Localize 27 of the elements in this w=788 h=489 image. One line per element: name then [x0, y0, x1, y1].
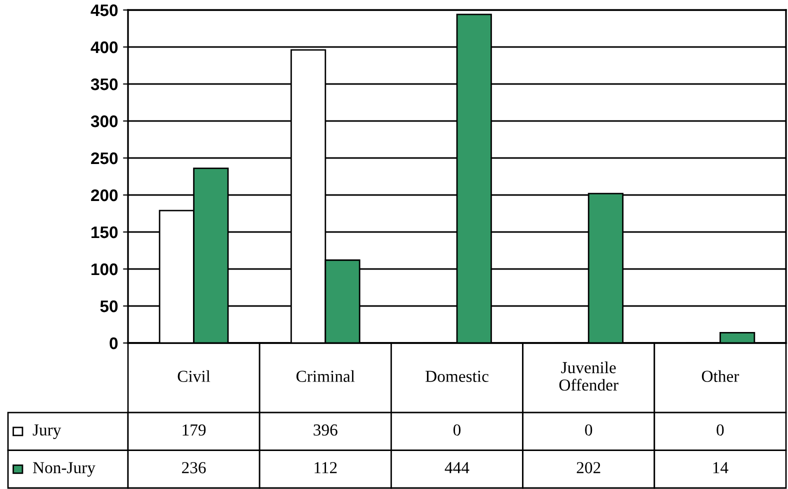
data-label: 236 [182, 462, 206, 474]
data-label: 202 [576, 462, 600, 474]
data-label: 444 [444, 462, 470, 474]
data-label: 0 [585, 424, 592, 436]
legend-label: Non-Jury [32, 462, 96, 477]
y-tick-label: 400 [90, 41, 118, 54]
legend-label: Jury [32, 424, 62, 440]
data-label: 179 [182, 424, 206, 436]
y-tick-label: 50 [100, 300, 118, 312]
data-label: 14 [713, 462, 728, 474]
y-tick-label: 350 [90, 78, 118, 90]
y-tick-label: 450 [90, 4, 118, 16]
y-tick-label: 300 [90, 115, 118, 128]
y-tick-label: 0 [110, 337, 118, 350]
x-tick-label: Juvenile Offender [559, 362, 618, 391]
x-tick-label: Domestic [426, 370, 488, 382]
data-label: 112 [314, 462, 337, 474]
data-label: 0 [453, 424, 461, 436]
y-tick-label: 250 [91, 152, 118, 164]
y-tick-label: 100 [92, 263, 118, 276]
y-tick-label: 200 [91, 189, 118, 202]
data-label: 0 [716, 424, 724, 436]
x-tick-label: Criminal [296, 370, 355, 382]
data-label: 396 [314, 424, 338, 436]
x-tick-label: Civil [178, 370, 210, 382]
y-tick-label: 150 [92, 226, 118, 238]
x-tick-label: Other [702, 370, 740, 382]
